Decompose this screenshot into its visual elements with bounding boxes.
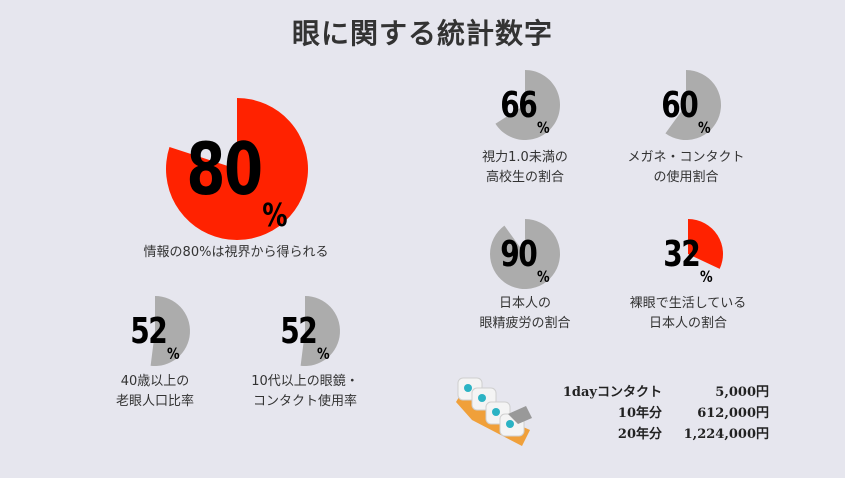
pie-chart-svg: [166, 98, 308, 240]
pie-info-from-vision: 80%: [166, 98, 308, 240]
caption-line: 裸眼で生活している: [629, 296, 747, 311]
caption-line: コンタクト使用率: [252, 394, 357, 409]
pie-chart-svg: [665, 70, 721, 140]
pie-slice: [665, 70, 721, 140]
pie-slice: [490, 219, 560, 289]
stat-caption: 日本人の 眼精疲労の割合: [445, 294, 605, 334]
caption-line: メガネ・コンタクト: [627, 150, 745, 165]
caption-line: 10代以上の眼鏡・: [251, 374, 359, 389]
pie-presbyopia: 52%: [120, 296, 190, 366]
pie-chart-svg: [300, 296, 340, 366]
cost-row: 10年分 612,000円: [540, 401, 769, 422]
stat-value: 32%: [661, 219, 716, 289]
stat-value: 52%: [128, 296, 183, 366]
contact-lens-pack-icon: [452, 372, 542, 456]
caption-line: 日本人の: [498, 296, 551, 311]
pie-chart-svg: [688, 219, 723, 269]
caption-line: の使用割合: [653, 170, 719, 185]
stat-caption: メガネ・コンタクト の使用割合: [606, 148, 766, 188]
stat-caption: 情報の80%は視界から得られる: [116, 243, 356, 263]
stat-number: 32: [663, 233, 701, 275]
pie-slice: [300, 296, 340, 366]
cost-value: 1,224,000円: [683, 427, 769, 442]
page-title: 眼に関する統計数字: [291, 17, 553, 50]
pie-teen-glasses: 52%: [270, 296, 340, 366]
percent-sign: %: [698, 118, 711, 138]
caption-line: 眼精疲労の割合: [479, 316, 571, 331]
cost-row: 1dayコンタクト 5,000円: [540, 380, 769, 401]
pie-slice: [495, 70, 560, 140]
stat-number: 66: [500, 84, 538, 126]
caption-line: 視力1.0未満の: [482, 150, 568, 165]
caption-line: 日本人の割合: [648, 316, 727, 331]
stat-number: 52: [280, 310, 318, 352]
cost-label: 1dayコンタクト: [562, 385, 662, 400]
caption-line: 老眼人口比率: [115, 394, 194, 409]
pie-chart-svg: [490, 219, 560, 289]
cost-label: 20年分: [617, 427, 662, 442]
cost-value: 5,000円: [715, 385, 769, 400]
pie-glasses-contact-use: 60%: [651, 70, 721, 140]
pie-eye-strain: 90%: [490, 219, 560, 289]
stat-value: 80%: [182, 98, 293, 240]
pie-slice: [166, 98, 308, 240]
stat-caption: 10代以上の眼鏡・ コンタクト使用率: [225, 372, 385, 412]
pie-highschool-vision: 66%: [490, 70, 560, 140]
stat-value: 60%: [659, 70, 714, 140]
stat-value: 90%: [498, 219, 553, 289]
stat-value: 66%: [498, 70, 553, 140]
percent-sign: %: [262, 196, 288, 235]
stat-caption: 視力1.0未満の 高校生の割合: [445, 148, 605, 188]
pie-slice: [688, 219, 723, 269]
pie-chart-svg: [150, 296, 190, 366]
stat-number: 80: [186, 127, 263, 211]
stat-caption: 裸眼で生活している 日本人の割合: [608, 294, 768, 334]
stat-caption: 40歳以上の 老眼人口比率: [75, 372, 235, 412]
stat-number: 90: [500, 233, 538, 275]
pie-chart-svg: [495, 70, 560, 140]
stat-number: 60: [661, 84, 699, 126]
caption-line: 情報の80%は視界から得られる: [143, 245, 329, 260]
percent-sign: %: [317, 344, 330, 364]
caption-line: 40歳以上の: [120, 374, 190, 389]
pie-naked-eye: 32%: [653, 219, 723, 289]
pie-slice: [150, 296, 190, 366]
stat-value: 52%: [278, 296, 333, 366]
cost-row: 20年分 1,224,000円: [540, 422, 769, 443]
cost-value: 612,000円: [697, 406, 769, 421]
percent-sign: %: [537, 267, 550, 287]
caption-line: 高校生の割合: [485, 170, 564, 185]
percent-sign: %: [537, 118, 550, 138]
cost-table: 1dayコンタクト 5,000円 10年分 612,000円 20年分 1,22…: [540, 380, 769, 443]
cost-label: 10年分: [617, 406, 662, 421]
percent-sign: %: [700, 267, 713, 287]
percent-sign: %: [167, 344, 180, 364]
stat-number: 52: [130, 310, 168, 352]
